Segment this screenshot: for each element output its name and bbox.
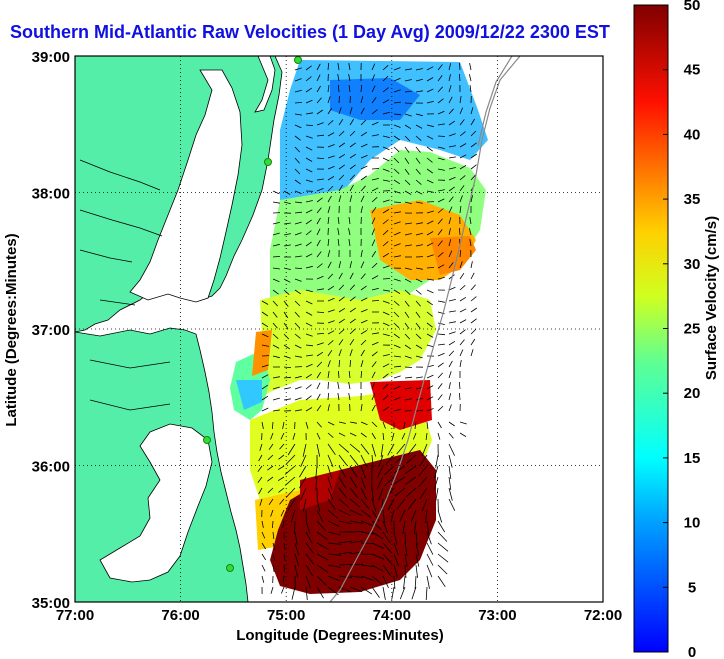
colorbar-tick-label: 25 bbox=[684, 321, 701, 338]
colorbar-tick-label: 50 bbox=[684, 0, 701, 14]
velocity-arrows bbox=[257, 62, 478, 601]
colorbar-ticks: 0 5 10 15 20 25 30 35 40 45 50 bbox=[663, 0, 700, 659]
bathymetry-contours bbox=[329, 56, 521, 602]
y-tick-label: 39:00 bbox=[32, 49, 70, 66]
x-tick-label: 75:00 bbox=[267, 607, 305, 624]
colorbar-tick-label: 35 bbox=[684, 191, 701, 208]
x-tick-label: 73:00 bbox=[478, 607, 516, 624]
y-tick-label: 37:00 bbox=[32, 322, 70, 339]
station-marker-3 bbox=[203, 436, 211, 444]
grid-lines bbox=[75, 56, 603, 602]
colorbar-tick-label: 15 bbox=[684, 450, 701, 467]
colorbar-tick-label: 5 bbox=[688, 579, 696, 596]
station-marker-4 bbox=[226, 564, 234, 572]
x-tick-label: 72:00 bbox=[584, 607, 622, 624]
map-title: Southern Mid-Atlantic Raw Velocities (1 … bbox=[10, 22, 610, 42]
colorbar-tick-label: 10 bbox=[684, 515, 701, 532]
colorbar-tick-label: 40 bbox=[684, 126, 701, 143]
map-frame bbox=[74, 55, 604, 603]
y-tick-labels: 39:00 38:00 37:00 36:00 35:00 bbox=[32, 49, 70, 612]
pamlico-sound bbox=[99, 423, 213, 583]
colorbar-tick-label: 20 bbox=[684, 385, 701, 402]
y-tick-label: 36:00 bbox=[32, 459, 70, 476]
x-tick-label: 76:00 bbox=[161, 607, 199, 624]
y-axis-label: Latitude (Degrees:Minutes) bbox=[3, 233, 20, 426]
y-tick-label: 38:00 bbox=[32, 186, 70, 203]
delaware-bay bbox=[254, 56, 276, 113]
colorbar-tick-label: 45 bbox=[684, 62, 701, 79]
river-lines bbox=[79, 159, 171, 411]
x-tick-labels: 77:00 76:00 75:00 74:00 73:00 72:00 bbox=[56, 607, 622, 624]
colorbar bbox=[633, 4, 669, 653]
colorbar-label: Surface Velocity (cm/s) bbox=[703, 216, 720, 380]
y-tick-label: 35:00 bbox=[32, 595, 70, 612]
station-marker-1 bbox=[294, 56, 302, 64]
colorbar-tick-label: 0 bbox=[688, 644, 696, 659]
chesapeake-bay bbox=[129, 69, 243, 303]
x-tick-label: 77:00 bbox=[56, 607, 94, 624]
arrow-vectors bbox=[257, 62, 478, 601]
colorbar-tick-label: 30 bbox=[684, 256, 701, 273]
x-axis-label: Longitude (Degrees:Minutes) bbox=[236, 627, 444, 644]
x-tick-label: 74:00 bbox=[373, 607, 411, 624]
station-marker-2 bbox=[264, 158, 272, 166]
